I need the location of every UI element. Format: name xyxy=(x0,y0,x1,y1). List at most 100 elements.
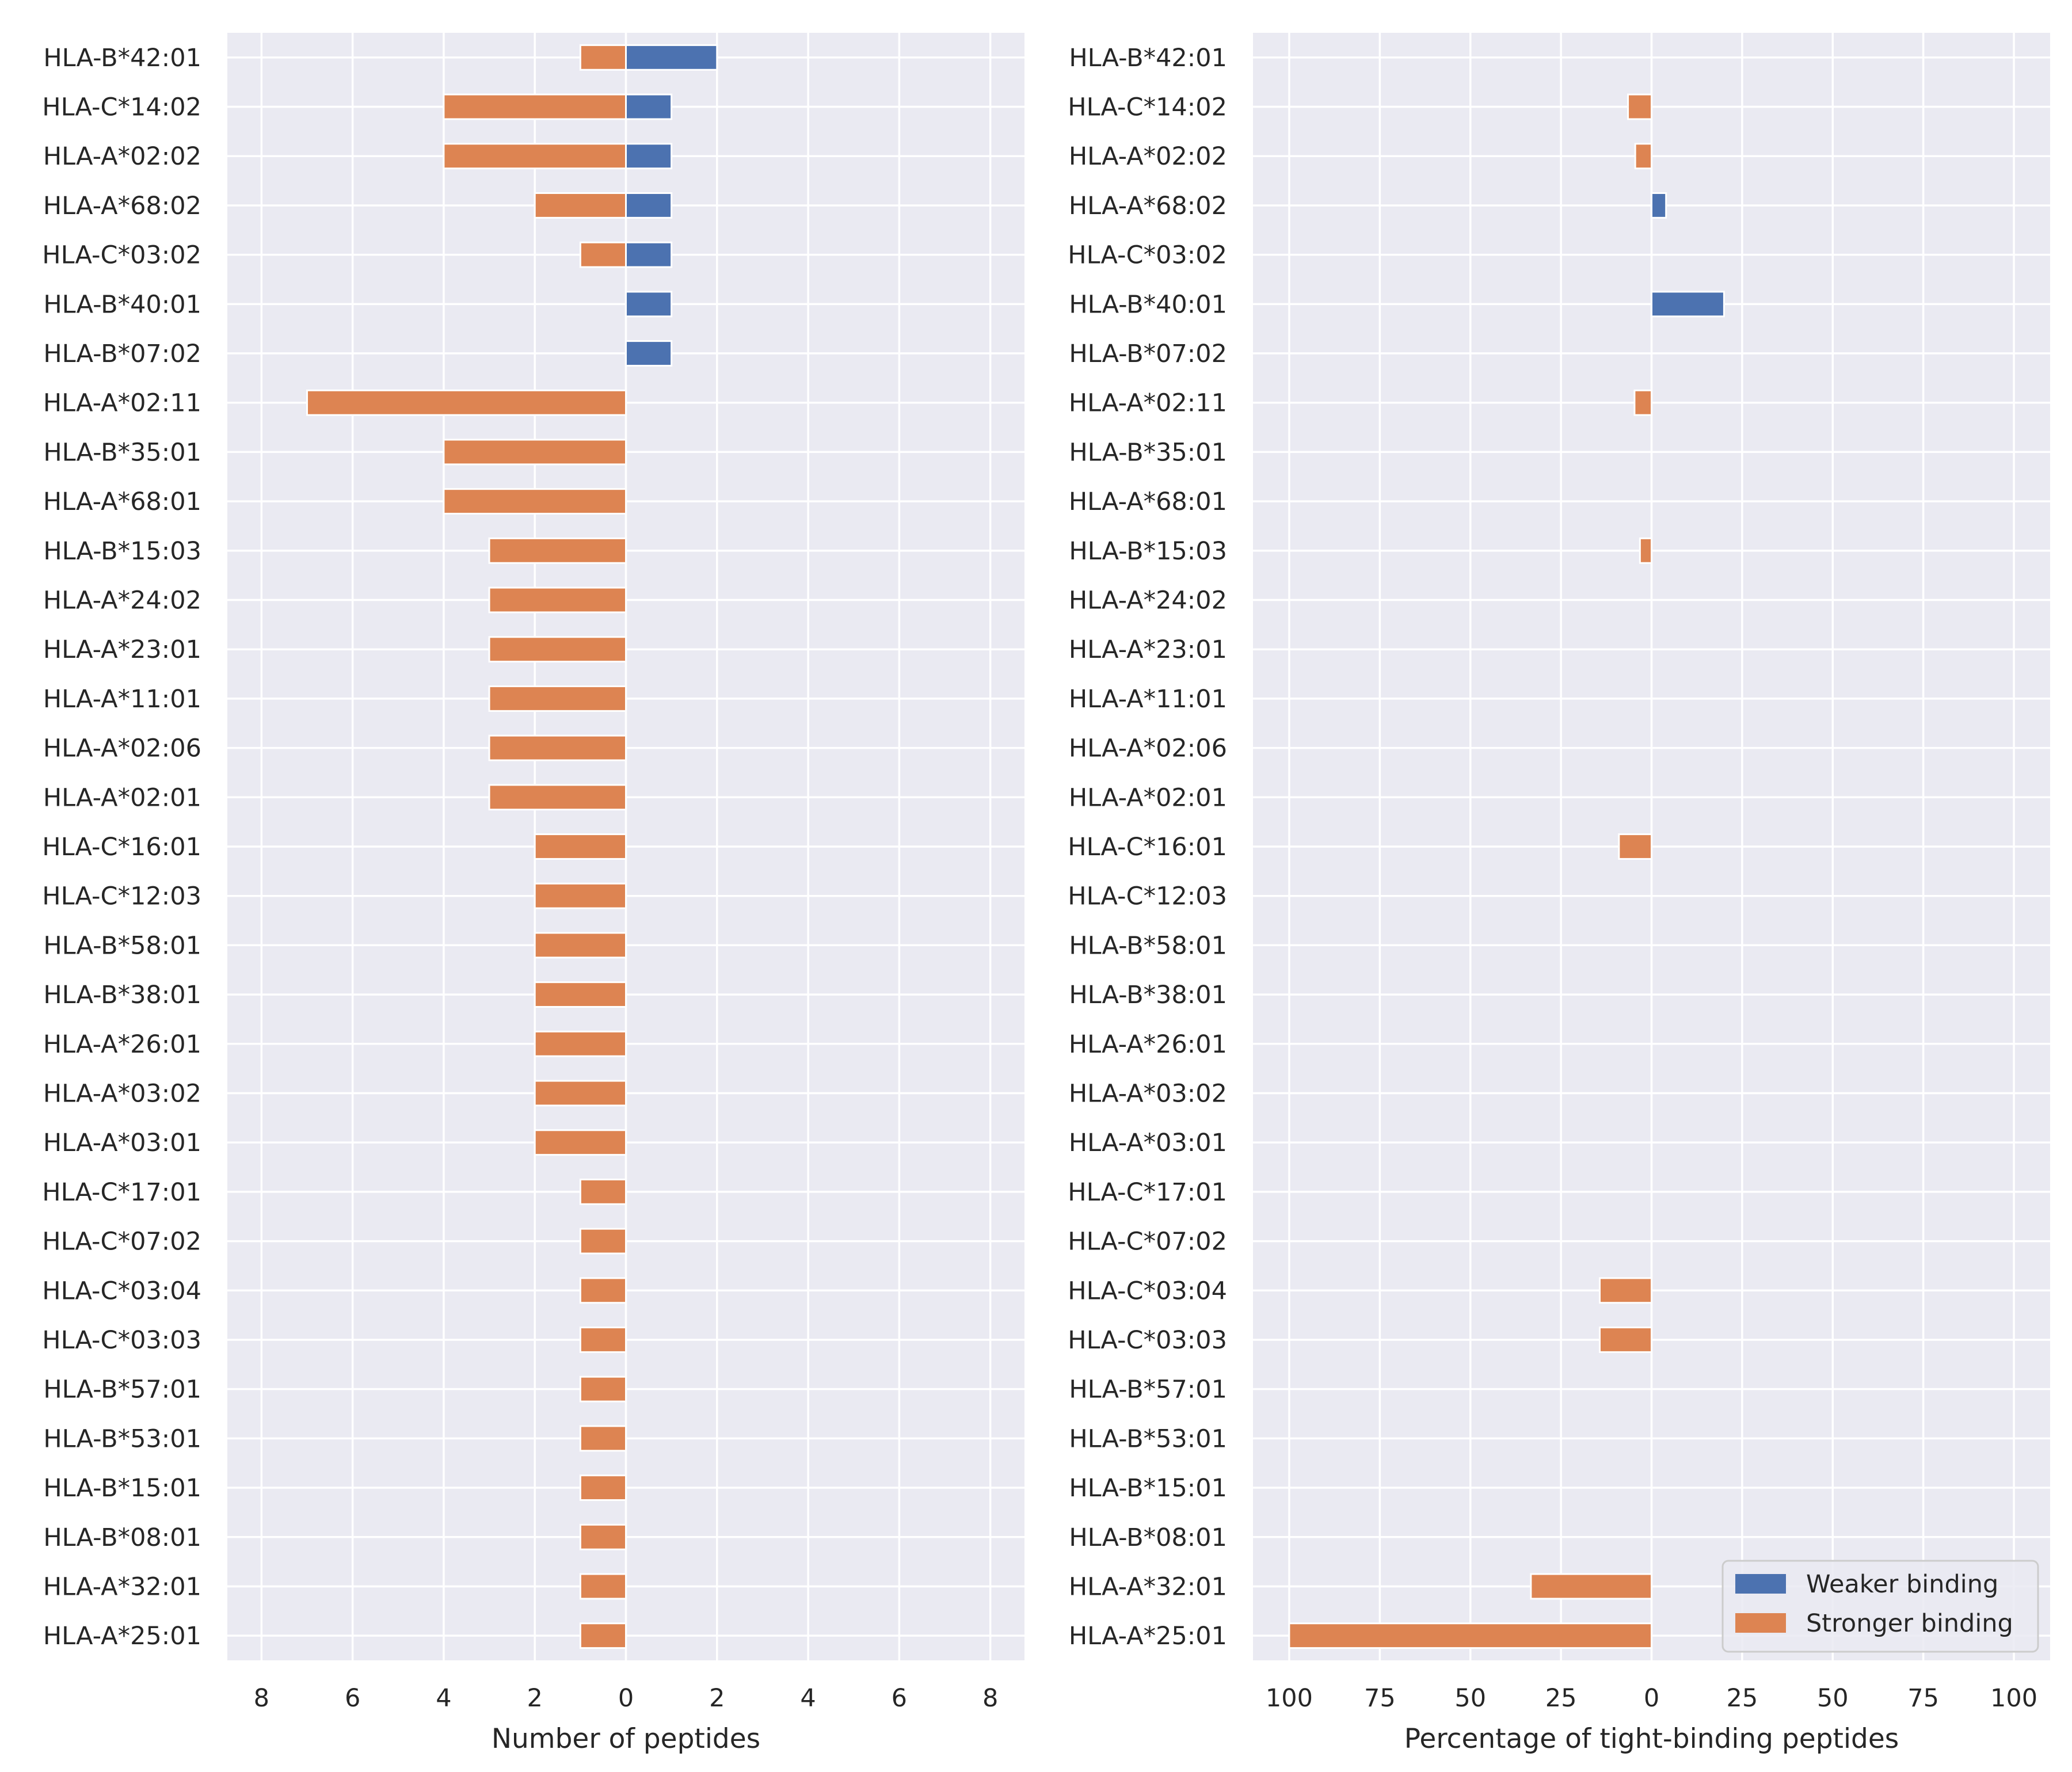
y-tick-label: HLA-C*03:03 xyxy=(42,1326,201,1355)
bar-stronger xyxy=(488,685,627,712)
bar-stronger xyxy=(1618,833,1652,860)
y-tick-label: HLA-A*23:01 xyxy=(1069,635,1227,664)
x-tick-label: 75 xyxy=(1364,1684,1396,1713)
y-tick-label: HLA-A*68:02 xyxy=(43,192,201,220)
bar-stronger xyxy=(1598,1277,1653,1304)
y-tick-label: HLA-A*02:06 xyxy=(1069,734,1227,763)
x-tick-label: 50 xyxy=(1817,1684,1849,1713)
x-tick-label: 8 xyxy=(254,1684,269,1713)
bar-stronger xyxy=(534,833,627,860)
bar-stronger xyxy=(443,143,627,170)
y-tick-label: HLA-A*02:01 xyxy=(43,783,201,812)
legend-label: Stronger binding xyxy=(1806,1609,2013,1638)
x-tick-label: 100 xyxy=(1266,1684,1313,1713)
y-tick-label: HLA-A*24:02 xyxy=(1069,586,1227,615)
bar-stronger xyxy=(579,241,627,268)
bar-stronger xyxy=(534,1129,627,1156)
x-tick-label: 4 xyxy=(800,1684,816,1713)
x-tick-label: 75 xyxy=(1907,1684,1939,1713)
y-tick-label: HLA-A*25:01 xyxy=(43,1622,201,1651)
x-tick-label: 8 xyxy=(982,1684,998,1713)
y-tick-label: HLA-A*24:02 xyxy=(43,586,201,615)
y-tick-label: HLA-A*25:01 xyxy=(1069,1622,1227,1651)
bar-weaker xyxy=(625,291,673,318)
y-tick-label: HLA-A*26:01 xyxy=(43,1030,201,1059)
bar-stronger xyxy=(579,1277,627,1304)
y-tick-label: HLA-A*32:01 xyxy=(1069,1572,1227,1601)
bar-stronger xyxy=(534,192,627,219)
y-tick-label: HLA-B*42:01 xyxy=(43,44,201,73)
y-tick-label: HLA-B*08:01 xyxy=(1069,1523,1227,1552)
bar-stronger xyxy=(488,586,627,613)
bar-stronger xyxy=(579,1474,627,1501)
y-tick-label: HLA-A*02:06 xyxy=(43,734,201,763)
y-tick-label: HLA-C*17:01 xyxy=(1068,1178,1227,1207)
bar-stronger xyxy=(1639,537,1652,564)
bar-stronger xyxy=(1627,93,1653,120)
x-tick-label: 2 xyxy=(527,1684,543,1713)
y-tick-label: HLA-B*35:01 xyxy=(1069,438,1227,467)
y-tick-label: HLA-C*03:02 xyxy=(1068,241,1227,270)
legend-swatch xyxy=(1735,1613,1786,1633)
y-tick-label: HLA-A*23:01 xyxy=(43,635,201,664)
bar-stronger xyxy=(534,1030,627,1057)
y-tick-label: HLA-C*14:02 xyxy=(1068,93,1227,122)
x-axis-label: Number of peptides xyxy=(492,1723,760,1755)
bar-stronger xyxy=(443,439,627,466)
panel-2: HLA-B*42:01 HLA-C*14:02 HLA-A*02:02 HLA-A*6… xyxy=(1068,33,2050,1755)
bar-stronger xyxy=(579,1228,627,1255)
y-tick-label: HLA-C*14:02 xyxy=(42,93,201,122)
bar-stronger xyxy=(579,1573,627,1600)
bar-stronger xyxy=(1530,1573,1652,1600)
y-tick-label: HLA-A*02:11 xyxy=(43,389,201,418)
legend: Weaker binding Stronger binding xyxy=(1721,1560,2039,1653)
y-tick-label: HLA-A*02:02 xyxy=(43,142,201,171)
y-tick-label: HLA-B*38:01 xyxy=(43,981,201,1009)
bar-weaker xyxy=(625,192,673,219)
y-tick-label: HLA-B*57:01 xyxy=(1069,1375,1227,1404)
y-tick-label: HLA-B*53:01 xyxy=(1069,1424,1227,1453)
y-tick-label: HLA-C*17:01 xyxy=(42,1178,201,1207)
y-tick-label: HLA-C*07:02 xyxy=(42,1228,201,1256)
y-tick-label: HLA-B*15:01 xyxy=(1069,1474,1227,1503)
y-tick-label: HLA-B*07:02 xyxy=(43,340,201,368)
y-tick-label: HLA-B*53:01 xyxy=(43,1424,201,1453)
y-tick-label: HLA-C*03:04 xyxy=(42,1276,201,1305)
bar-stronger xyxy=(579,44,627,71)
y-tick-label: HLA-A*68:01 xyxy=(1069,487,1227,516)
y-tick-label: HLA-A*68:02 xyxy=(1069,192,1227,220)
y-tick-label: HLA-C*12:03 xyxy=(1068,882,1227,911)
y-tick-label: HLA-A*03:02 xyxy=(43,1079,201,1108)
y-tick-label: HLA-C*12:03 xyxy=(42,882,201,911)
y-tick-label: HLA-B*35:01 xyxy=(43,438,201,467)
bar-stronger xyxy=(443,93,627,120)
y-tick-label: HLA-C*16:01 xyxy=(1068,833,1227,862)
x-tick-label: 100 xyxy=(1990,1684,2037,1713)
x-axis-label: Percentage of tight-binding peptides xyxy=(1404,1723,1899,1755)
y-tick-label: HLA-B*57:01 xyxy=(43,1375,201,1404)
bar-stronger xyxy=(1288,1622,1653,1649)
y-tick-label: HLA-B*08:01 xyxy=(43,1523,201,1552)
bar-stronger xyxy=(579,1523,627,1550)
legend-box xyxy=(1721,1560,2039,1653)
x-tick-label: 0 xyxy=(1644,1684,1659,1713)
bar-stronger xyxy=(579,1375,627,1403)
x-tick-label: 2 xyxy=(709,1684,725,1713)
y-tick-label: HLA-C*16:01 xyxy=(42,833,201,862)
y-tick-label: HLA-A*68:01 xyxy=(43,487,201,516)
bar-stronger xyxy=(579,1327,627,1353)
x-tick-label: 0 xyxy=(618,1684,634,1713)
x-tick-label: 25 xyxy=(1545,1684,1577,1713)
legend-label: Weaker binding xyxy=(1806,1570,1998,1599)
y-tick-label: HLA-A*03:01 xyxy=(1069,1129,1227,1157)
bar-stronger xyxy=(534,882,627,909)
y-tick-label: HLA-A*26:01 xyxy=(1069,1030,1227,1059)
bar-weaker xyxy=(1651,291,1725,318)
y-tick-label: HLA-A*32:01 xyxy=(43,1572,201,1601)
bar-weaker xyxy=(625,93,673,120)
bar-weaker xyxy=(625,241,673,268)
y-tick-label: HLA-C*03:03 xyxy=(1068,1326,1227,1355)
bar-weaker xyxy=(1651,192,1667,219)
